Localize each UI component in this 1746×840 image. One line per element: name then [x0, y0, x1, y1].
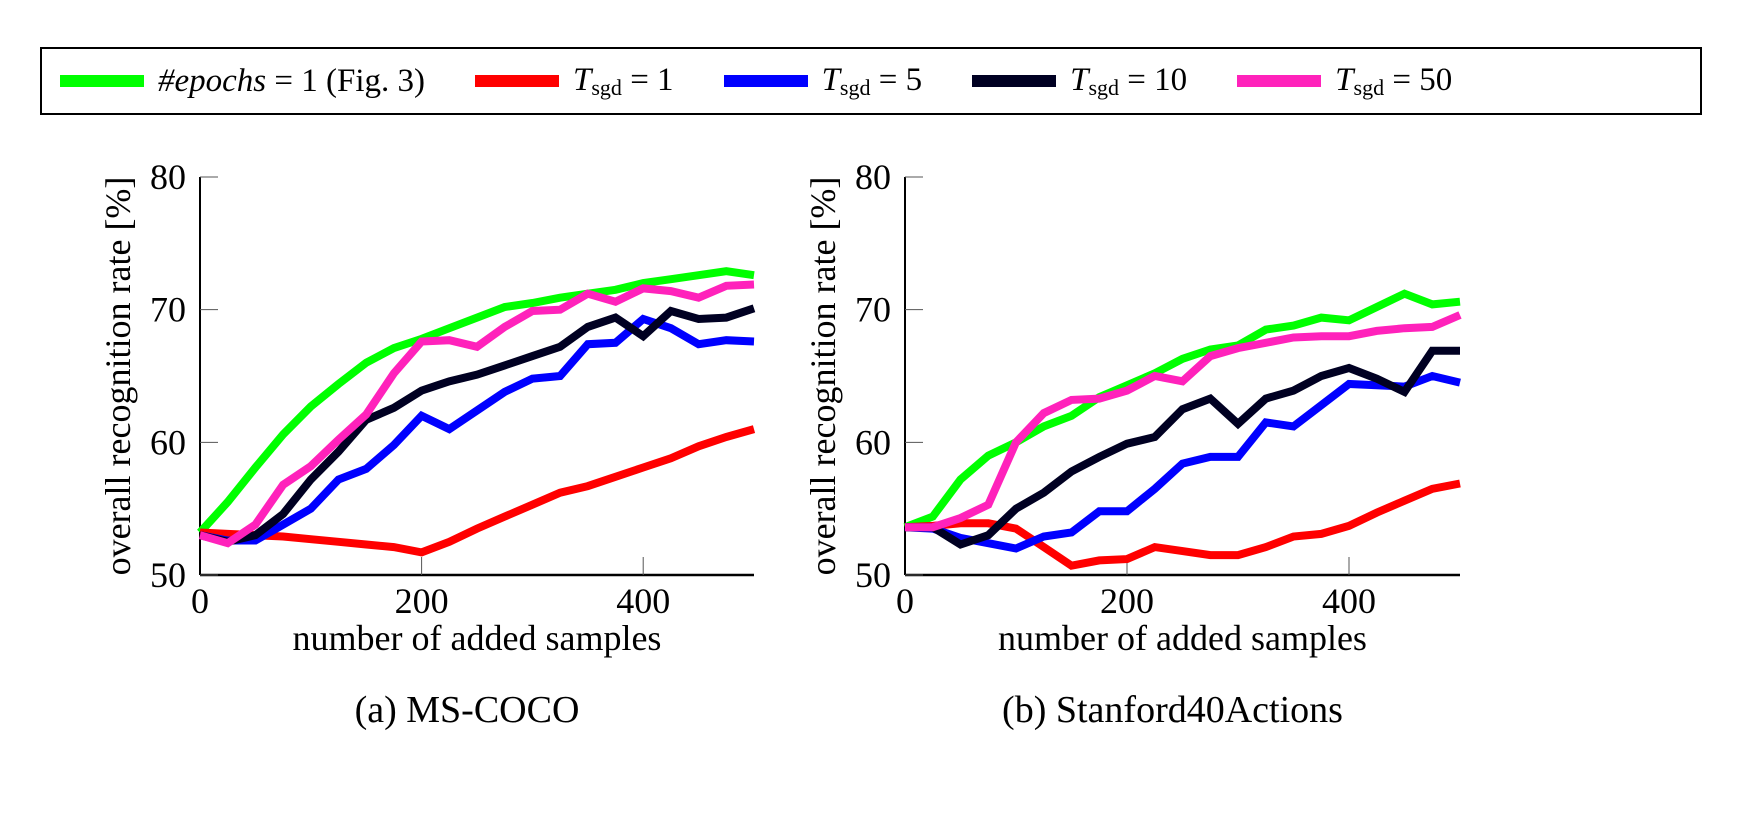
series-line-0-2: [199, 314, 755, 545]
legend-swatch: [475, 75, 560, 87]
x-tick-label: 400: [616, 581, 670, 621]
legend-item-epochs1: #epochs = 1 (Fig. 3): [60, 63, 425, 100]
series-line-0-0: [197, 267, 755, 536]
legend-label: #epochs = 1 (Fig. 3): [158, 62, 426, 99]
series-line-1-3: [905, 346, 1460, 549]
series-line-0-1: [199, 425, 756, 557]
legend-item-tsgd10: Tsgd = 10: [972, 62, 1187, 101]
x-tick-label: 200: [1100, 581, 1154, 621]
y-tick-label: 50: [855, 555, 891, 595]
legend-swatch: [972, 75, 1057, 87]
y-tick-label: 80: [855, 157, 891, 197]
x-tick-label: 0: [191, 581, 209, 621]
x-axis-title: number of added samples: [998, 618, 1367, 658]
y-tick-label: 70: [150, 290, 186, 330]
legend-box: #epochs = 1 (Fig. 3) Tsgd = 1 Tsgd = 5 Tsgd…: [40, 47, 1702, 115]
legend-swatch: [723, 75, 808, 87]
legend-item-tsgd5: Tsgd = 5: [723, 61, 923, 101]
legend-item-tsgd1: Tsgd = 1: [475, 62, 674, 101]
legend-swatch: [60, 75, 144, 87]
y-tick-label: 60: [855, 422, 891, 462]
y-axis-title: overall recognition rate [%]: [803, 177, 843, 576]
y-tick-label: 80: [150, 157, 186, 197]
series-line-1-4: [905, 311, 1462, 532]
x-tick-label: 400: [1322, 581, 1376, 621]
legend-label: Tsgd = 5: [821, 61, 923, 100]
legend-label: Tsgd = 1: [573, 61, 674, 100]
y-tick-label: 50: [150, 555, 186, 595]
series-line-1-0: [903, 289, 1461, 531]
chart-caption: (b) Stanford40Actions: [1002, 689, 1343, 731]
x-axis-title: number of added samples: [293, 618, 662, 658]
series-line-0-3: [199, 304, 756, 546]
y-tick-label: 60: [150, 422, 186, 462]
y-tick-label: 70: [855, 290, 891, 330]
legend-swatch: [1237, 75, 1322, 87]
chart-caption: (a) MS-COCO: [355, 689, 580, 731]
x-tick-label: 200: [395, 581, 449, 621]
legend-label: Tsgd = 10: [1070, 61, 1188, 100]
y-axis-title: overall recognition rate [%]: [98, 177, 138, 576]
series-line-1-2: [904, 371, 1461, 553]
series-line-0-4: [198, 280, 755, 548]
legend-item-tsgd50: Tsgd = 50: [1237, 62, 1452, 101]
legend-label: Tsgd = 50: [1335, 61, 1453, 100]
x-tick-label: 0: [896, 581, 914, 621]
